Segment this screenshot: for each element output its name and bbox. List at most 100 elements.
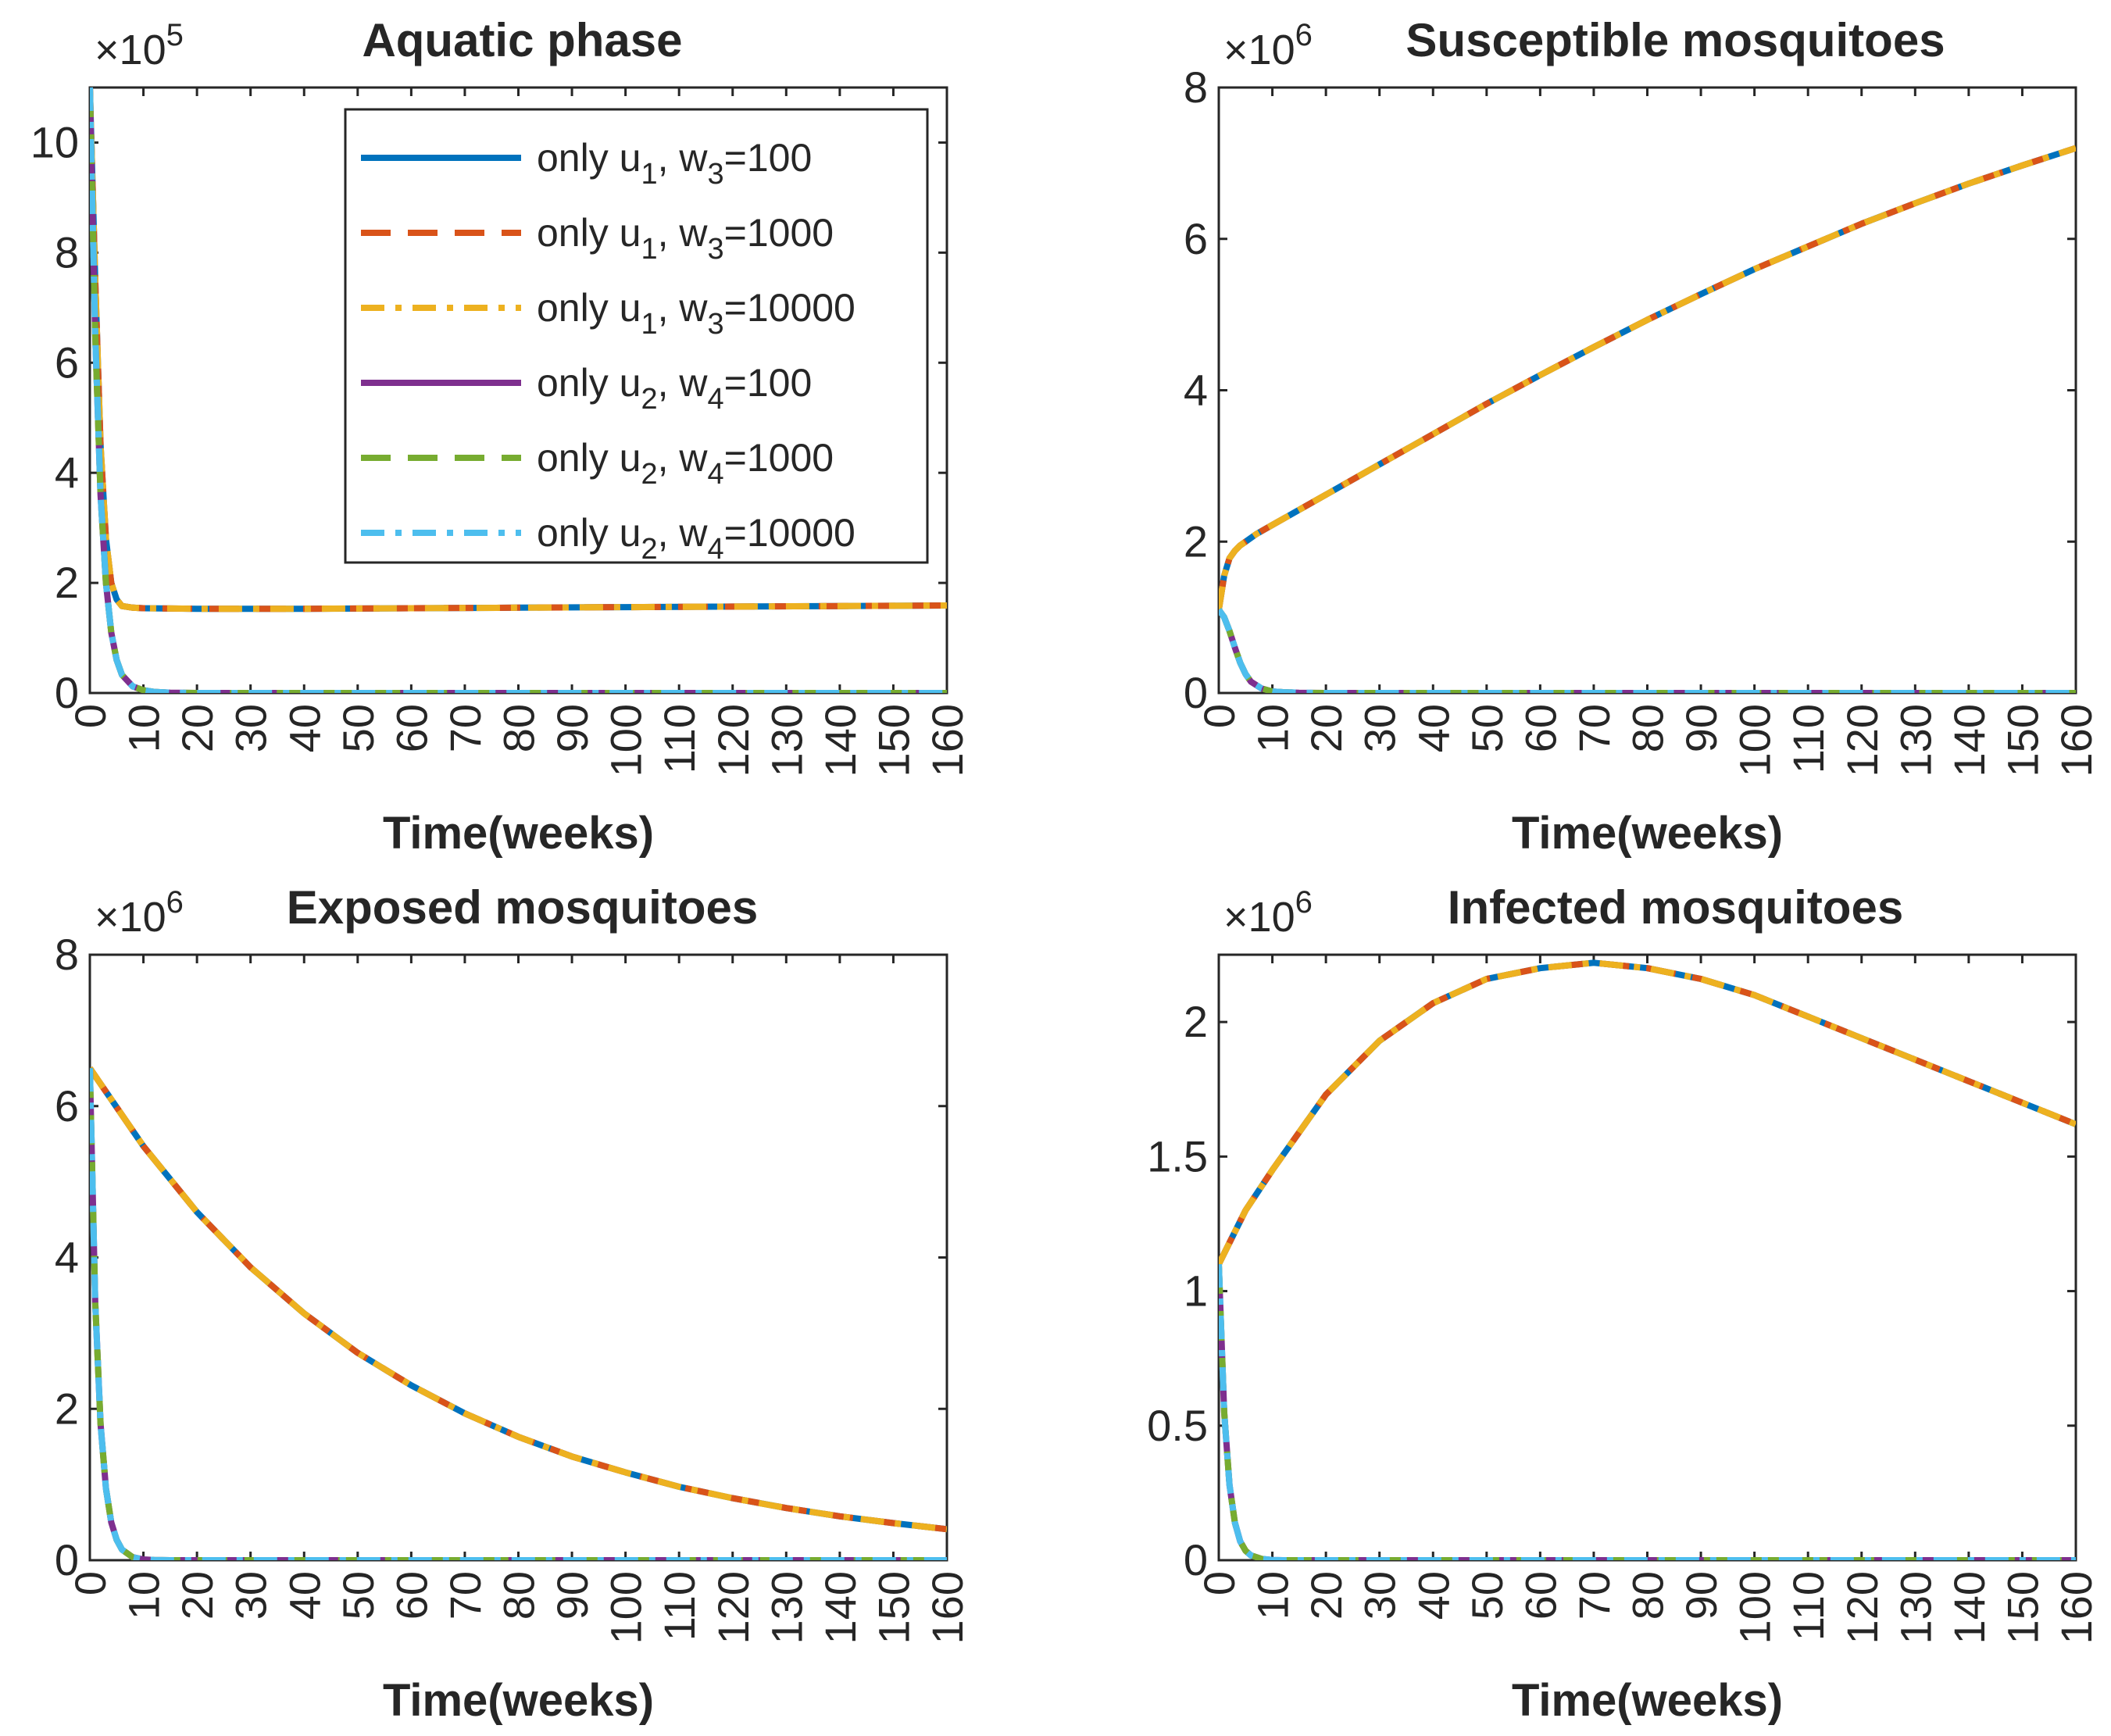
x-tick-label: 20 bbox=[1302, 1571, 1351, 1620]
y-tick-label: 4 bbox=[55, 1233, 79, 1282]
x-tick-label: 0 bbox=[66, 1571, 115, 1595]
series-line-6 bbox=[90, 87, 947, 693]
x-tick-label: 150 bbox=[1998, 1571, 2047, 1644]
x-tick-label: 90 bbox=[1677, 704, 1726, 752]
y-tick-label: 10 bbox=[30, 117, 79, 166]
x-tick-label: 130 bbox=[1891, 704, 1940, 777]
x-tick-label: 0 bbox=[66, 704, 115, 728]
axis-multiplier: ×106 bbox=[95, 885, 184, 941]
axis-multiplier: ×105 bbox=[95, 18, 184, 73]
series-line-3 bbox=[90, 1066, 947, 1533]
x-tick-label: 80 bbox=[495, 1571, 544, 1620]
x-tick-label: 20 bbox=[1302, 704, 1351, 752]
x-tick-label: 160 bbox=[923, 1571, 972, 1644]
x-tick-label: 120 bbox=[709, 1571, 758, 1644]
x-tick-label: 40 bbox=[280, 1571, 329, 1620]
axes-frame bbox=[88, 953, 948, 1562]
x-tick-label: 40 bbox=[1409, 1571, 1458, 1620]
series-line-6 bbox=[1219, 1263, 2076, 1560]
x-tick-label: 40 bbox=[1409, 704, 1458, 752]
x-tick-label: 50 bbox=[1463, 704, 1512, 752]
y-tick-label: 2 bbox=[55, 558, 79, 607]
subplot-4: 0 10 20 30 40 50 60 70 80 90 100 110 120 130 140 150 160… bbox=[1147, 881, 2101, 1726]
series-group bbox=[90, 1066, 947, 1560]
x-tick-label: 10 bbox=[120, 1571, 169, 1620]
x-tick-label: 0 bbox=[1195, 1571, 1244, 1595]
x-tick-label: 100 bbox=[602, 704, 651, 777]
legend-entry-6: only u2, w4=10000 bbox=[537, 511, 855, 566]
x-tick-label: 10 bbox=[1248, 704, 1298, 752]
x-tick-label: 10 bbox=[120, 704, 169, 752]
x-tick-label: 140 bbox=[816, 704, 865, 777]
x-tick-label: 110 bbox=[1784, 1571, 1833, 1641]
series-line-5 bbox=[90, 87, 947, 693]
x-tick-label: 30 bbox=[227, 704, 276, 752]
x-tick-label: 80 bbox=[1623, 704, 1673, 752]
x-tick-label: 110 bbox=[1784, 704, 1833, 773]
series-group bbox=[1219, 959, 2076, 1560]
x-tick-label: 90 bbox=[548, 1571, 597, 1620]
legend: only u1, w3=100 only u1, w3=1000 only u1, … bbox=[344, 108, 929, 566]
x-tick-label: 50 bbox=[334, 704, 383, 752]
x-tick-label: 30 bbox=[1356, 704, 1405, 752]
chart-title: Susceptible mosquitoes bbox=[1406, 14, 1945, 66]
y-tick-label: 8 bbox=[1184, 63, 1208, 112]
x-tick-label: 150 bbox=[869, 704, 918, 777]
x-tick-label: 100 bbox=[1731, 704, 1780, 777]
y-tick-label: 0 bbox=[1184, 668, 1208, 717]
x-tick-label: 120 bbox=[709, 704, 758, 777]
legend-entry-2: only u1, w3=1000 bbox=[537, 211, 834, 266]
x-tick-label: 140 bbox=[1945, 1571, 1994, 1644]
legend-box bbox=[344, 108, 929, 564]
x-tick-label: 50 bbox=[334, 1571, 383, 1620]
x-tick-label: 150 bbox=[1998, 704, 2047, 777]
x-tick-label: 60 bbox=[1516, 1571, 1565, 1620]
series-group bbox=[1219, 145, 2076, 693]
x-tick-label: 70 bbox=[1570, 1571, 1619, 1620]
y-tick-label: 4 bbox=[55, 448, 79, 497]
x-tick-label: 70 bbox=[441, 1571, 490, 1620]
subplot-2: 0 10 20 30 40 50 60 70 80 90 100 110 120 130 140 150 160… bbox=[1184, 14, 2101, 859]
x-tick-label: 60 bbox=[1516, 704, 1565, 752]
legend-entry-1: only u1, w3=100 bbox=[537, 136, 812, 191]
x-axis-label: Time(weeks) bbox=[383, 808, 654, 859]
series-line-5 bbox=[1219, 608, 2076, 693]
y-tick-label: 8 bbox=[55, 930, 79, 979]
series-line-3 bbox=[1219, 145, 2076, 611]
axes-frame bbox=[1217, 86, 2077, 695]
y-tick-label: 0 bbox=[55, 1535, 79, 1584]
x-axis-label: Time(weeks) bbox=[1512, 1675, 1783, 1726]
x-tick-label: 160 bbox=[2052, 704, 2101, 777]
y-tick-label: 0.5 bbox=[1147, 1401, 1208, 1450]
legend-entry-3: only u1, w3=10000 bbox=[537, 286, 855, 341]
x-tick-label: 70 bbox=[1570, 704, 1619, 752]
x-tick-label: 60 bbox=[387, 704, 436, 752]
x-tick-label: 110 bbox=[655, 704, 704, 773]
x-tick-label: 90 bbox=[548, 704, 597, 752]
x-tick-label: 120 bbox=[1838, 704, 1887, 777]
x-tick-label: 160 bbox=[923, 704, 972, 777]
subplot-3: 0 10 20 30 40 50 60 70 80 90 100 110 120 130 140 150 160… bbox=[55, 881, 972, 1726]
y-tick-label: 1 bbox=[1184, 1266, 1208, 1316]
y-tick-label: 2 bbox=[55, 1384, 79, 1433]
x-tick-label: 160 bbox=[2052, 1571, 2101, 1644]
axis-multiplier: ×106 bbox=[1223, 18, 1313, 73]
legend-entry-4: only u2, w4=100 bbox=[537, 361, 812, 416]
axis-multiplier: ×106 bbox=[1223, 885, 1313, 941]
x-tick-label: 130 bbox=[762, 1571, 811, 1644]
x-tick-label: 130 bbox=[762, 704, 811, 777]
series-line-3 bbox=[1219, 959, 2076, 1266]
y-tick-label: 0 bbox=[55, 668, 79, 717]
x-tick-label: 20 bbox=[173, 704, 222, 752]
legend-entry-5: only u2, w4=1000 bbox=[537, 436, 834, 491]
y-tick-label: 4 bbox=[1184, 366, 1208, 415]
x-axis-label: Time(weeks) bbox=[1512, 808, 1783, 859]
x-tick-label: 30 bbox=[227, 1571, 276, 1620]
x-tick-label: 60 bbox=[387, 1571, 436, 1620]
series-line-5 bbox=[1219, 1263, 2076, 1560]
series-line-6 bbox=[90, 1068, 947, 1560]
y-tick-label: 0 bbox=[1184, 1535, 1208, 1584]
x-tick-label: 150 bbox=[869, 1571, 918, 1644]
x-tick-label: 80 bbox=[495, 704, 544, 752]
